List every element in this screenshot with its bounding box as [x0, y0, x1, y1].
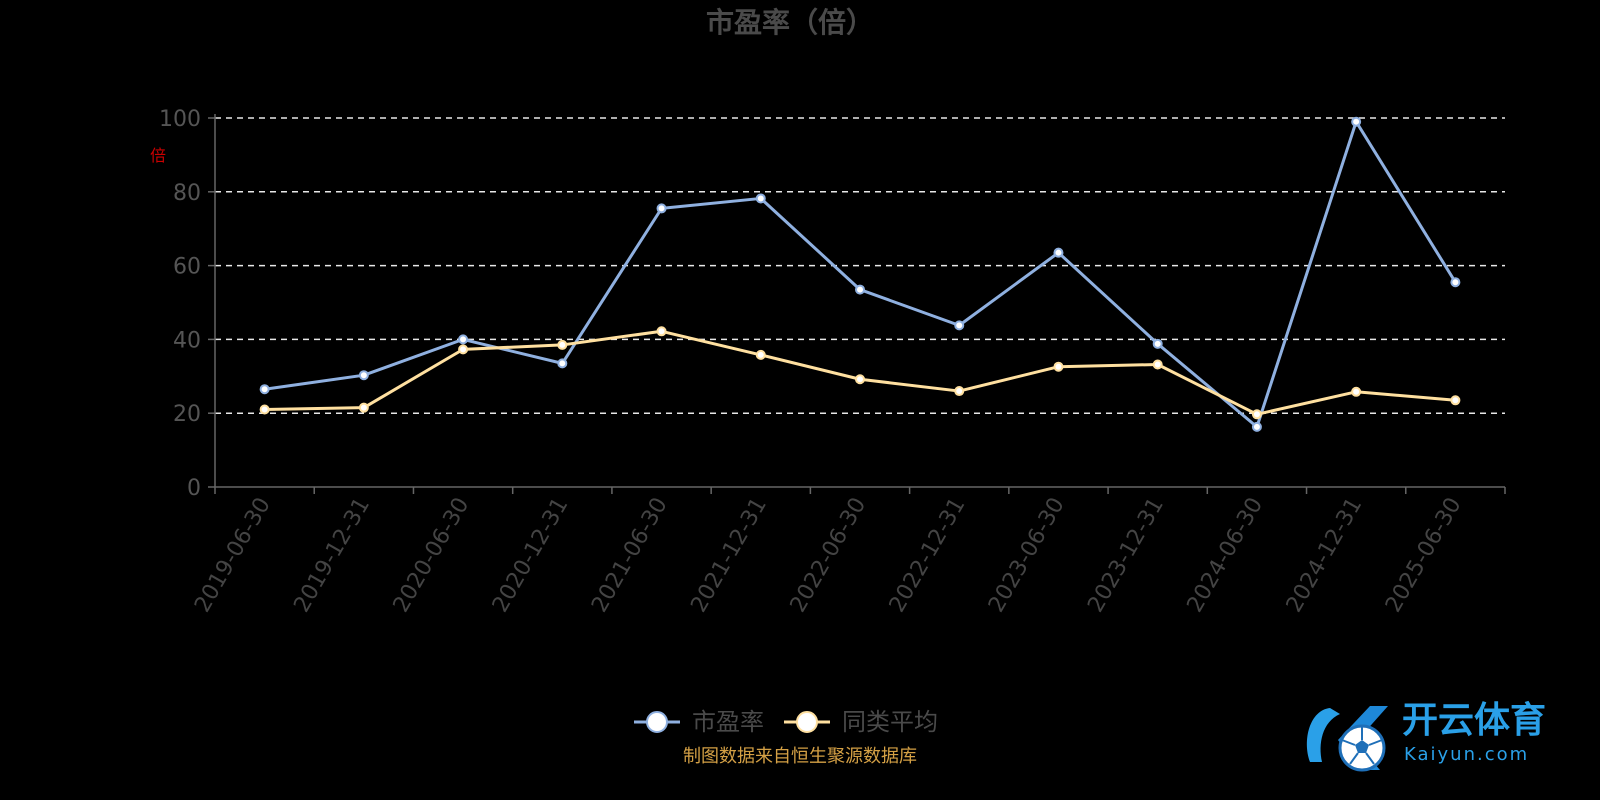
data-point[interactable] — [358, 370, 369, 381]
data-point[interactable] — [855, 284, 865, 295]
x-tick-label: 2020-12-31 — [488, 494, 574, 617]
legend-label: 市盈率 — [692, 708, 764, 736]
data-point[interactable] — [755, 349, 766, 360]
data-point[interactable] — [855, 374, 865, 385]
data-point[interactable] — [1450, 395, 1461, 406]
y-axis-unit-label: 倍 — [150, 146, 166, 165]
series-layer — [259, 116, 1461, 432]
data-point[interactable] — [358, 402, 369, 413]
y-tick-label: 40 — [173, 328, 201, 353]
grid-lines — [215, 117, 1505, 414]
x-tick-label: 2020-06-30 — [389, 493, 475, 616]
data-point[interactable] — [1251, 421, 1262, 432]
x-tick-label: 2021-12-31 — [686, 494, 772, 617]
legend-marker — [646, 711, 668, 733]
data-point[interactable] — [1351, 386, 1362, 397]
x-tick-label: 2024-12-31 — [1282, 494, 1368, 617]
x-tick-label: 2024-06-30 — [1183, 494, 1269, 617]
data-point[interactable] — [557, 339, 568, 350]
data-point[interactable] — [1251, 409, 1262, 420]
x-axis: 2019-06-30 2019-12-31 2020-06-30 2020-12-31… — [190, 486, 1506, 617]
data-point[interactable] — [1351, 116, 1362, 127]
legend-marker — [796, 711, 818, 733]
y-tick-label: 0 — [187, 476, 201, 501]
data-point[interactable] — [1152, 359, 1163, 370]
chart-title: 市盈率（倍） — [706, 6, 874, 39]
y-axis-ticks: 0 20 40 60 80 100 — [159, 107, 216, 501]
x-tick-label: 2025-06-30 — [1381, 494, 1467, 617]
x-tick-label: 2023-06-30 — [984, 494, 1070, 617]
data-point[interactable] — [259, 384, 270, 395]
data-point[interactable] — [954, 320, 965, 331]
legend-label: 同类平均 — [842, 708, 938, 736]
data-point[interactable] — [1152, 338, 1163, 349]
x-tick-label: 2022-12-31 — [885, 493, 971, 616]
data-point[interactable] — [656, 326, 667, 337]
x-tick-label: 2023-12-31 — [1083, 494, 1169, 617]
y-tick-label: 100 — [159, 107, 201, 132]
data-point[interactable] — [458, 344, 469, 355]
legend-item-0[interactable]: 市盈率 — [634, 708, 764, 736]
x-tick-label: 2022-06-30 — [786, 494, 872, 617]
data-point[interactable] — [755, 193, 766, 204]
x-tick-label: 2019-12-31 — [289, 494, 375, 617]
data-point[interactable] — [458, 334, 469, 345]
data-point[interactable] — [259, 404, 270, 415]
watermark-domain: Kaiyun.com — [1404, 744, 1529, 765]
data-point[interactable] — [1450, 277, 1461, 288]
source-note: 制图数据来自恒生聚源数据库 — [683, 746, 917, 767]
series-line-1 — [264, 329, 1456, 416]
data-point[interactable] — [656, 203, 667, 214]
x-tick-label: 2021-06-30 — [587, 494, 673, 617]
y-tick-label: 20 — [173, 402, 201, 427]
data-point[interactable] — [1053, 361, 1064, 372]
watermark-name: 开云体育 — [1402, 700, 1546, 741]
y-tick-label: 60 — [173, 255, 201, 280]
legend[interactable]: 市盈率 同类平均 — [634, 708, 938, 736]
data-point[interactable] — [1053, 247, 1064, 258]
legend-item-1[interactable]: 同类平均 — [784, 708, 938, 736]
y-tick-label: 80 — [173, 181, 201, 206]
data-point[interactable] — [954, 386, 965, 397]
watermark-logo — [1306, 706, 1388, 772]
x-tick-label: 2019-06-30 — [190, 494, 276, 617]
data-point[interactable] — [557, 358, 568, 369]
